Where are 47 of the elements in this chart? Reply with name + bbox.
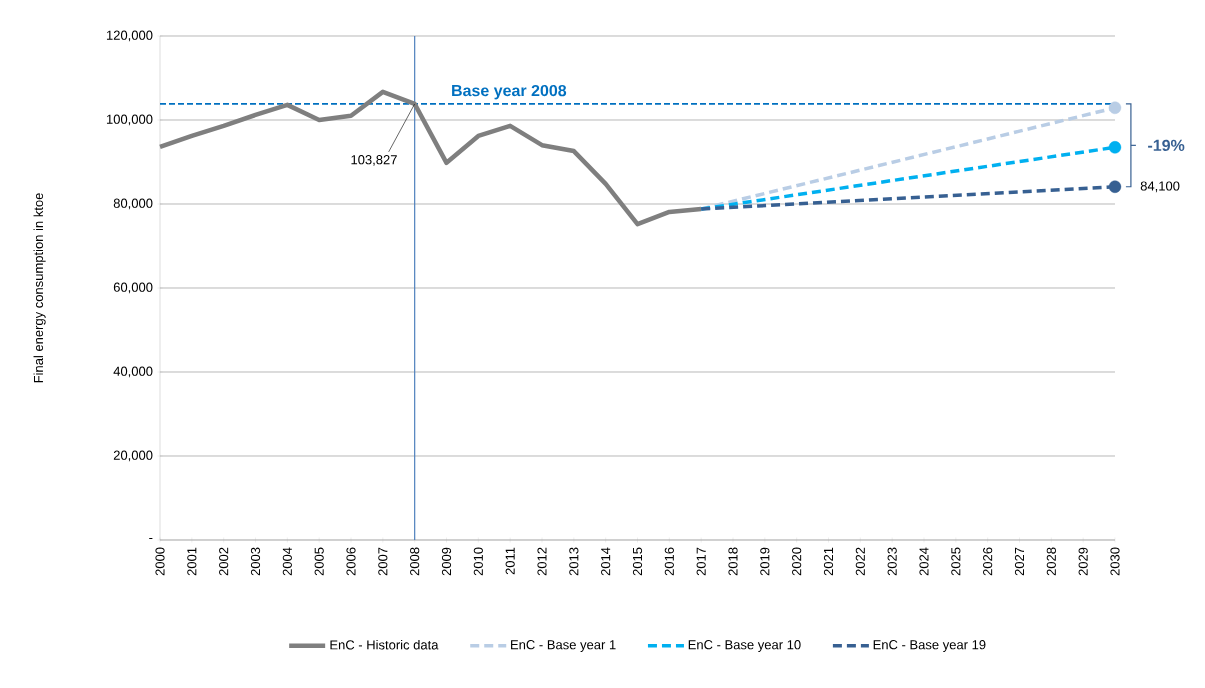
annotation: 84,100 [1140,181,1180,193]
legend-label: EnC - Historic data [330,639,439,650]
x-tick-label: 2010 [473,547,483,576]
x-tick-label: 2028 [1046,547,1056,576]
ref-line-label: Base year 2008 [452,84,567,100]
y-tick-label: 40,000 [113,366,153,378]
x-tick-label: 2020 [792,547,802,576]
x-tick-label: 2006 [346,547,356,576]
x-tick-label: 2005 [314,547,324,576]
x-tick-label: 2029 [1078,547,1088,576]
legend-label: EnC - Base year 1 [511,640,616,652]
x-tick-label: 2016 [664,547,674,576]
x-tick-label: 2027 [1014,547,1025,576]
x-tick-label: 2014 [601,547,611,576]
x-tick-label: 2012 [537,547,547,576]
text: -19% [1148,139,1185,152]
x-tick-label: 2023 [887,547,897,576]
x-tick-label: 2025 [951,547,961,576]
x-tick-label: 2018 [728,547,738,576]
x-tick-label: 2009 [441,547,452,576]
x-tick-label: 2007 [378,547,388,576]
x-tick-label: 2019 [760,547,770,576]
legend-label: EnC - Base year 10 [688,640,801,652]
x-tick-label: 2013 [569,547,579,576]
y-tick-label: - [149,538,153,540]
x-tick-label: 2011 [505,547,515,575]
y-tick-label: 100,000 [106,114,153,126]
y-tick-label: 80,000 [113,198,153,210]
x-tick-label: 2030 [1110,547,1120,576]
x-tick-label: 2002 [219,547,229,576]
x-tick-label: 2008 [410,547,420,576]
x-tick-label: 2004 [282,547,292,576]
x-tick-label: 2024 [919,547,929,576]
x-tick-label: 2017 [696,547,706,576]
x-tick-label: 2015 [632,547,643,576]
x-tick-label: 2022 [855,547,865,576]
x-tick-label: 2026 [983,547,993,576]
x-tick-label: 2003 [250,547,261,576]
y-tick-label: 60,000 [113,282,153,294]
annotation: 103,827 [351,155,397,166]
y-axis-title: Final energy consumption in ktoe [33,193,46,383]
x-tick-label: 2021 [823,547,834,576]
x-tick-label: 2001 [187,547,197,576]
legend-label: EnC - Base year 19 [873,640,986,652]
y-tick-label: 120,000 [106,30,153,42]
y-tick-label: 20,000 [113,450,153,462]
x-tick-label: 2000 [155,547,165,576]
